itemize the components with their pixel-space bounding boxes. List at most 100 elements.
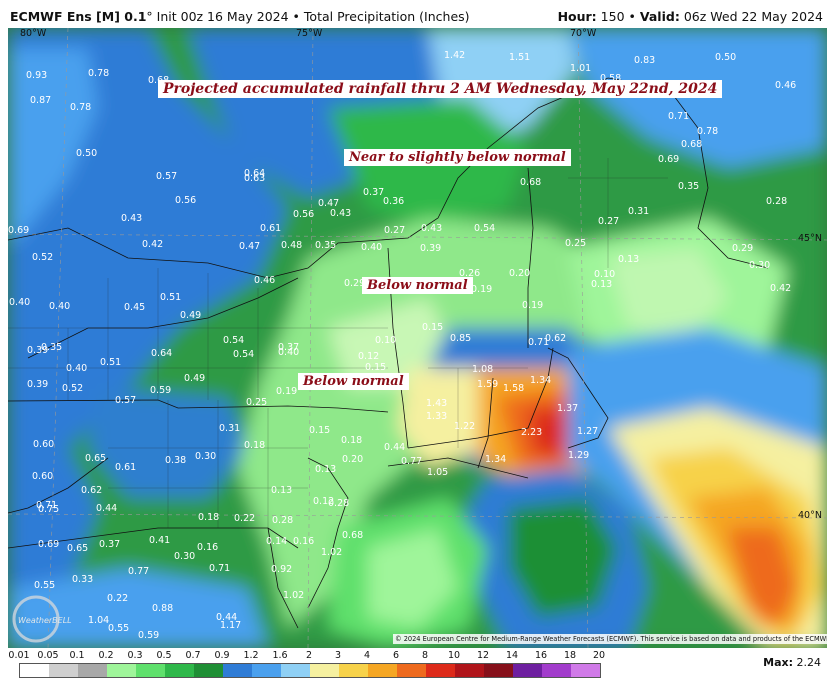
precip-value-label: 0.10 [375, 335, 396, 346]
precip-value-label: 0.62 [81, 485, 102, 496]
precip-value-label: 0.45 [124, 302, 145, 313]
valid-value: 06z Wed 22 May 2024 [683, 9, 823, 24]
precip-value-label: 0.15 [309, 425, 330, 436]
precip-value-label: 0.57 [115, 395, 136, 406]
precip-value-label: 0.19 [522, 300, 543, 311]
colorbar-swatch [165, 664, 194, 677]
colorbar-tick-label: 6 [392, 650, 400, 661]
map-canvas: 0.930.780.680.870.780.500.570.560.640.63… [8, 28, 827, 648]
precip-value-label: 0.71 [209, 563, 230, 574]
precip-value-label: 0.39 [420, 243, 441, 254]
precip-value-label: 0.56 [175, 195, 196, 206]
colorbar-tick-label: 1.2 [243, 650, 259, 661]
colorbar-swatch [252, 664, 281, 677]
precip-value-label: 0.25 [246, 397, 267, 408]
precip-value-label: 0.44 [384, 442, 405, 453]
precip-value-label: 1.29 [568, 450, 589, 461]
south-annotation: Below normal [298, 373, 409, 390]
precip-value-label: 0.16 [293, 536, 314, 547]
colorbar-swatch [513, 664, 542, 677]
colorbar-swatch [339, 664, 368, 677]
precip-value-label: 0.13 [591, 279, 612, 290]
precip-value-label: 0.59 [150, 385, 171, 396]
colorbar-swatch [426, 664, 455, 677]
hour-label: Hour: [557, 9, 597, 24]
init-time: Init 00z 16 May 2024 [156, 9, 289, 24]
precip-value-label: 0.71 [36, 500, 57, 511]
precip-value-label: 0.16 [197, 542, 218, 553]
precip-value-label: 0.40 [49, 301, 70, 312]
precip-value-label: 0.60 [32, 471, 53, 482]
precip-value-label: 0.64 [244, 168, 265, 179]
colorbar-swatch [455, 664, 484, 677]
precip-value-label: 0.10 [594, 269, 615, 280]
precip-value-label: 0.22 [234, 513, 255, 524]
map-header: ECMWF Ens [M] 0.1° Init 00z 16 May 2024 … [0, 0, 833, 28]
precip-value-label: 0.18 [244, 440, 265, 451]
precip-value-label: 0.78 [70, 102, 91, 113]
colorbar-swatch [571, 664, 600, 677]
precip-value-label: 1.01 [570, 63, 591, 74]
colorbar-tick-label: 2 [305, 650, 313, 661]
max-value: 2.24 [796, 656, 822, 669]
precip-value-label: 0.52 [62, 383, 83, 394]
colorbar [19, 663, 601, 678]
central-annotation: Below normal [362, 277, 473, 294]
colorbar-swatch [78, 664, 107, 677]
precip-value-label: 0.85 [450, 333, 471, 344]
precip-value-label: 0.52 [32, 252, 53, 263]
colorbar-tick-label: 8 [421, 650, 429, 661]
precip-field [8, 28, 827, 648]
colorbar-swatch [49, 664, 78, 677]
precip-value-label: 0.68 [681, 139, 702, 150]
precip-value-label: 0.31 [628, 206, 649, 217]
precip-value-label: 1.02 [321, 547, 342, 558]
precip-value-label: 0.22 [107, 593, 128, 604]
precip-value-label: 1.58 [503, 383, 524, 394]
precip-value-label: 0.29 [732, 243, 753, 254]
lat-label-40n: 40°N [798, 510, 822, 521]
precip-value-label: 0.43 [421, 223, 442, 234]
precip-value-label: 0.78 [88, 68, 109, 79]
precip-value-label: 0.36 [383, 196, 404, 207]
precip-value-label: 1.34 [530, 375, 551, 386]
copyright-notice: © 2024 European Centre for Medium-Range … [393, 634, 827, 644]
precip-value-label: 0.28 [328, 498, 349, 509]
colorbar-tick-label: 0.5 [156, 650, 172, 661]
precip-value-label: 0.46 [775, 80, 796, 91]
precip-value-label: 0.33 [72, 574, 93, 585]
precip-value-label: 0.50 [715, 52, 736, 63]
precip-value-label: 0.20 [342, 454, 363, 465]
precip-value-label: 1.33 [426, 411, 447, 422]
precip-value-label: 0.62 [545, 333, 566, 344]
precip-value-label: 0.50 [76, 148, 97, 159]
precip-value-label: 1.17 [220, 620, 241, 631]
precip-value-labels: 0.930.780.680.870.780.500.570.560.640.63… [8, 50, 796, 641]
colorbar-tick-label: 10 [447, 650, 461, 661]
colorbar-tick-label: 0.05 [37, 650, 59, 661]
precip-value-label: 0.69 [658, 154, 679, 165]
precip-value-label: 0.71 [528, 337, 549, 348]
precip-value-label: 0.35 [315, 240, 336, 251]
precip-value-label: 0.30 [174, 551, 195, 562]
colorbar-tick-label: 0.9 [214, 650, 230, 661]
precip-value-label: 0.63 [244, 173, 265, 184]
max-label: Max: [763, 656, 793, 669]
precip-value-label: 0.13 [315, 464, 336, 475]
header-separator: • [292, 9, 300, 24]
precip-value-label: 0.37 [363, 187, 384, 198]
precip-value-label: 0.43 [121, 213, 142, 224]
precip-value-label: 0.12 [358, 351, 379, 362]
header-separator-2: • [628, 9, 636, 24]
precip-value-label: 1.51 [509, 52, 530, 63]
lon-label-70w: 70°W [570, 28, 597, 39]
colorbar-tick-label: 0.01 [8, 650, 30, 661]
precip-value-label: 0.15 [365, 362, 386, 373]
precip-value-label: 0.37 [99, 539, 120, 550]
degree-symbol: ° [146, 9, 153, 24]
precip-value-label: 0.65 [85, 453, 106, 464]
precip-value-label: 0.31 [219, 423, 240, 434]
colorbar-swatch [281, 664, 310, 677]
precip-value-label: 0.19 [276, 386, 297, 397]
